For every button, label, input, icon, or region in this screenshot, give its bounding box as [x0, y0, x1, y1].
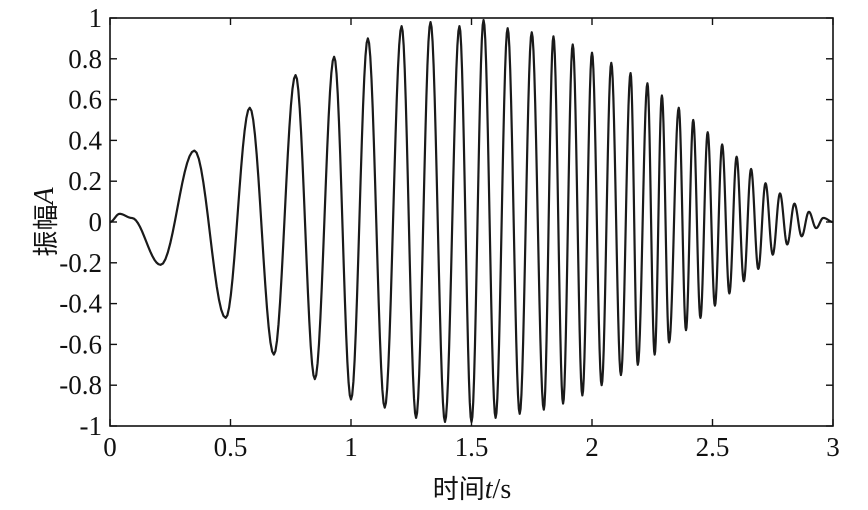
axis-ticks: 0 0.5 1 1.5 2 2.5 3 1 0.8 0.6 0.4 0.2 0 -0.2 -0.4 -0.6 -…: [59, 3, 840, 462]
y-tick-label: 1: [89, 3, 103, 33]
x-tick-label: 3: [826, 432, 840, 462]
y-tick-label: -0.4: [59, 289, 102, 319]
y-tick-label: -1: [80, 411, 103, 441]
plot-area: [109, 18, 834, 424]
y-tick-label: 0.6: [68, 85, 102, 115]
y-tick-label: -0.2: [59, 248, 102, 278]
series-line-0: [109, 18, 834, 424]
x-axis-label-variable: t: [485, 474, 494, 505]
y-tick-label: 0: [89, 207, 103, 237]
x-tick-label: 2.5: [696, 432, 730, 462]
x-tick-label: 1.5: [455, 432, 489, 462]
x-axis-label-prefix: 时间: [433, 475, 485, 505]
y-axis-label-prefix: 振幅: [32, 205, 62, 257]
x-axis-label-unit: /s: [493, 474, 512, 505]
x-tick-label: 0.5: [214, 432, 248, 462]
y-tick-label: -0.8: [59, 370, 102, 400]
y-tick-label: 0.8: [68, 44, 102, 74]
y-tick-label: 0.4: [68, 125, 102, 155]
x-tick-label: 0: [103, 432, 117, 462]
y-axis-label: 振幅A: [29, 187, 61, 257]
x-axis-label: 时间t/s: [433, 474, 511, 505]
y-tick-label: 0.2: [68, 166, 102, 196]
x-tick-label: 2: [585, 432, 599, 462]
y-tick-label: -0.6: [59, 329, 102, 359]
x-tick-label: 1: [344, 432, 358, 462]
y-axis-label-variable: A: [29, 187, 60, 207]
